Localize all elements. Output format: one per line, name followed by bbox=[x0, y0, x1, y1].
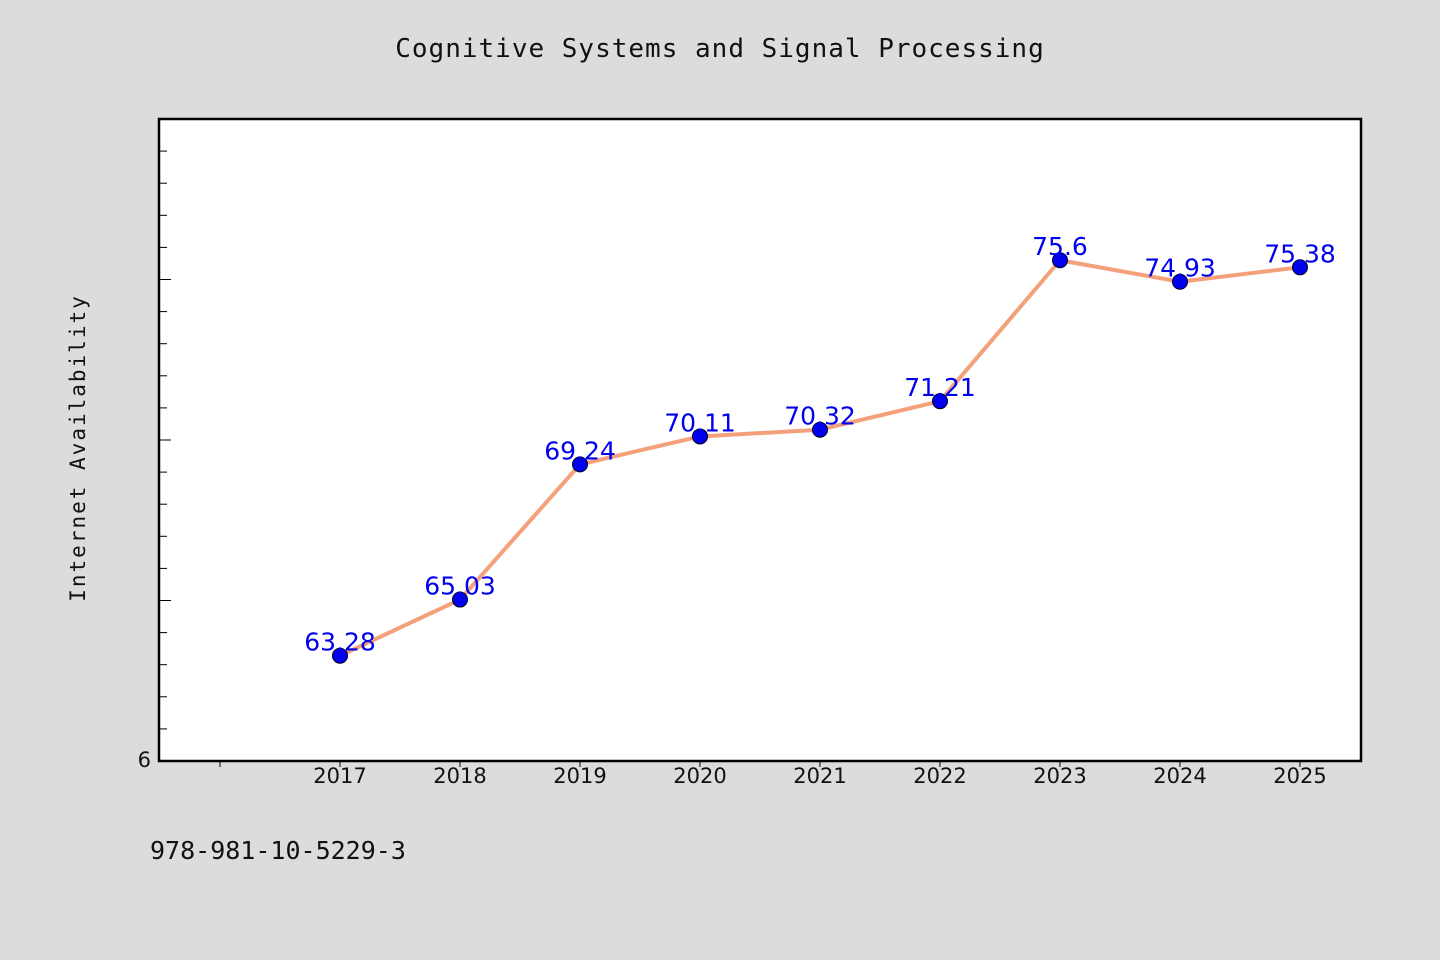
data-point bbox=[812, 421, 828, 438]
x-tick-label: 2017 bbox=[313, 764, 366, 788]
data-point bbox=[572, 456, 588, 473]
x-tick-label: 2024 bbox=[1153, 764, 1206, 788]
data-point bbox=[1052, 252, 1068, 269]
x-tick-label: 2020 bbox=[673, 764, 726, 788]
chart-title: Cognitive Systems and Signal Processing bbox=[395, 34, 1045, 64]
x-tick-label: 2021 bbox=[793, 764, 846, 788]
data-labels: 63.28 65.03 69.24 70.11 70.32 71.21 75.6 74.93 7… bbox=[304, 232, 1336, 656]
x-axis-tick-labels: 2017 2018 2019 2020 2021 2022 2023 2024 2025 bbox=[313, 764, 1326, 788]
data-label: 70.32 bbox=[784, 402, 856, 431]
x-tick-label: 2022 bbox=[913, 764, 966, 788]
x-axis-ticks bbox=[219, 761, 1301, 767]
y-axis-tick-labels: 6 bbox=[138, 748, 151, 772]
data-label: 63.28 bbox=[304, 628, 376, 657]
data-point bbox=[1292, 259, 1308, 276]
x-tick-label: 2018 bbox=[433, 764, 486, 788]
data-label: 65.03 bbox=[424, 572, 496, 601]
data-label: 75.6 bbox=[1032, 232, 1088, 261]
footer-code: 978-981-10-5229-3 bbox=[150, 836, 406, 865]
plot-area bbox=[157, 117, 1363, 763]
data-point bbox=[932, 393, 948, 410]
y-axis-ticks bbox=[159, 150, 171, 730]
y-tick-label: 6 bbox=[138, 748, 151, 772]
data-label: 71.21 bbox=[904, 373, 976, 402]
x-tick-label: 2023 bbox=[1033, 764, 1086, 788]
data-label: 74.93 bbox=[1144, 254, 1216, 283]
x-tick-label: 2019 bbox=[553, 764, 606, 788]
data-point bbox=[1172, 273, 1188, 290]
data-label: 70.11 bbox=[664, 408, 736, 437]
x-tick-label: 2025 bbox=[1273, 764, 1326, 788]
series-markers bbox=[332, 252, 1308, 664]
data-point bbox=[692, 428, 708, 445]
data-label: 75.38 bbox=[1264, 239, 1336, 268]
data-label: 69.24 bbox=[544, 436, 616, 465]
data-point bbox=[452, 591, 468, 608]
data-point bbox=[332, 647, 348, 664]
